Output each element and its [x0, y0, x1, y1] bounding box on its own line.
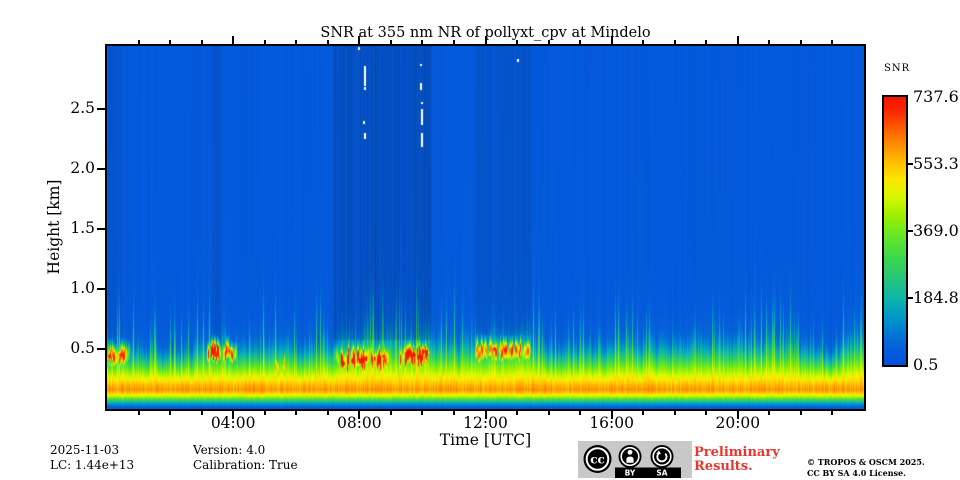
x-axis-tick-top [452, 40, 455, 44]
x-axis-tick [484, 411, 487, 419]
cc-by-sa-badge: cc BY SA [578, 441, 692, 478]
x-axis-tick-top [263, 40, 266, 44]
x-axis-tick-top [610, 36, 613, 44]
x-axis-tick [389, 411, 392, 415]
x-axis-tick [358, 411, 361, 419]
x-axis-tick [200, 411, 203, 415]
x-axis-tick [169, 411, 172, 415]
x-axis-tick-top [358, 36, 361, 44]
copyright-line2: CC BY SA 4.0 License. [807, 468, 906, 478]
x-axis-tick [295, 411, 298, 415]
sa-arrow-icon [650, 445, 674, 468]
x-tick-label: 20:00 [715, 414, 761, 432]
footer-version: Version: 4.0 [193, 443, 266, 457]
y-tick-label: 1.0 [70, 279, 95, 298]
copyright-line1: © TROPOS & OSCM 2025. [807, 457, 925, 467]
x-axis-tick [516, 411, 519, 415]
x-tick-label: 12:00 [463, 414, 508, 432]
x-axis-tick-top [768, 40, 771, 44]
x-axis-tick-top [326, 40, 329, 44]
x-axis-tick [642, 411, 645, 415]
y-axis-tick [97, 288, 105, 291]
colorbar-tick-label: 0.5 [913, 355, 939, 374]
colorbar-tick-label: 553.3 [913, 154, 959, 173]
colorbar-frame [882, 95, 908, 367]
x-axis-tick [705, 411, 708, 415]
heatmap-image [107, 46, 864, 409]
preliminary-line2: Results. [694, 459, 753, 474]
colorbar-tick-label: 737.6 [913, 87, 959, 106]
cc-icon: cc [583, 445, 612, 473]
y-tick-label: 2.5 [70, 99, 95, 118]
x-axis-tick [831, 411, 834, 415]
x-axis-tick-top [579, 40, 582, 44]
y-axis-tick [97, 168, 105, 171]
y-axis-tick [97, 108, 105, 111]
x-axis-tick [610, 411, 613, 419]
x-axis-tick-top [232, 36, 235, 44]
x-axis-label: Time [UTC] [439, 431, 532, 449]
x-axis-tick-top [137, 40, 140, 44]
footer-calibration: Calibration: True [193, 458, 298, 472]
preliminary-line1: Preliminary [694, 445, 780, 460]
by-person-icon [618, 445, 642, 468]
colorbar-title: SNR [884, 63, 911, 74]
x-axis-tick [137, 411, 140, 415]
x-axis-tick [579, 411, 582, 415]
x-axis-tick [673, 411, 676, 415]
cc-logo-text: cc [590, 453, 605, 467]
x-axis-tick-top [389, 40, 392, 44]
x-axis-tick [547, 411, 550, 415]
x-axis-tick [452, 411, 455, 415]
x-axis-tick [768, 411, 771, 415]
x-axis-tick-top [484, 36, 487, 44]
plot-title: SNR at 355 nm NR of pollyxt_cpv at Minde… [320, 25, 651, 41]
badge-label-bar [615, 467, 681, 478]
colorbar-tick [908, 230, 913, 233]
colorbar-tick [908, 163, 913, 165]
badge-by-label: BY [625, 469, 636, 478]
x-axis-tick [232, 411, 235, 419]
plot-frame [105, 44, 866, 411]
x-axis-tick-top [642, 40, 645, 44]
x-axis-tick-top [705, 40, 708, 44]
preliminary-results-note: Preliminary Results. [694, 446, 780, 474]
x-tick-label: 16:00 [589, 414, 634, 432]
x-axis-tick [326, 411, 329, 415]
colorbar-gradient [884, 97, 906, 365]
x-axis-tick [799, 411, 802, 415]
y-tick-label: 1.5 [70, 219, 95, 238]
x-axis-tick-top [295, 40, 298, 44]
x-axis-tick-top [799, 40, 802, 44]
badge-sa-label: SA [656, 469, 667, 478]
y-tick-label: 0.5 [70, 339, 95, 358]
x-axis-tick [421, 411, 424, 415]
footer-lidar-constant: LC: 1.44e+13 [50, 458, 135, 472]
colorbar-tick-label: 184.8 [913, 287, 959, 307]
colorbar-tick-label: 369.0 [913, 221, 959, 241]
x-axis-tick-top [673, 40, 676, 44]
y-axis-tick [97, 228, 105, 231]
colorbar-tick [908, 296, 913, 299]
x-axis-tick-top [736, 36, 739, 44]
x-axis-tick-top [831, 40, 834, 44]
x-axis-tick [263, 411, 266, 415]
x-axis-tick-top [169, 40, 172, 44]
x-axis-tick-top [421, 40, 424, 44]
x-axis-tick-top [200, 40, 203, 44]
x-axis-tick [736, 411, 739, 419]
y-axis-tick [97, 348, 105, 351]
x-tick-label: 08:00 [336, 414, 382, 432]
x-tick-label: 04:00 [210, 414, 256, 432]
x-axis-tick-top [516, 40, 519, 44]
x-axis-tick-top [547, 40, 550, 44]
y-tick-label: 2.0 [70, 159, 95, 178]
footer-date: 2025-11-03 [50, 443, 120, 457]
